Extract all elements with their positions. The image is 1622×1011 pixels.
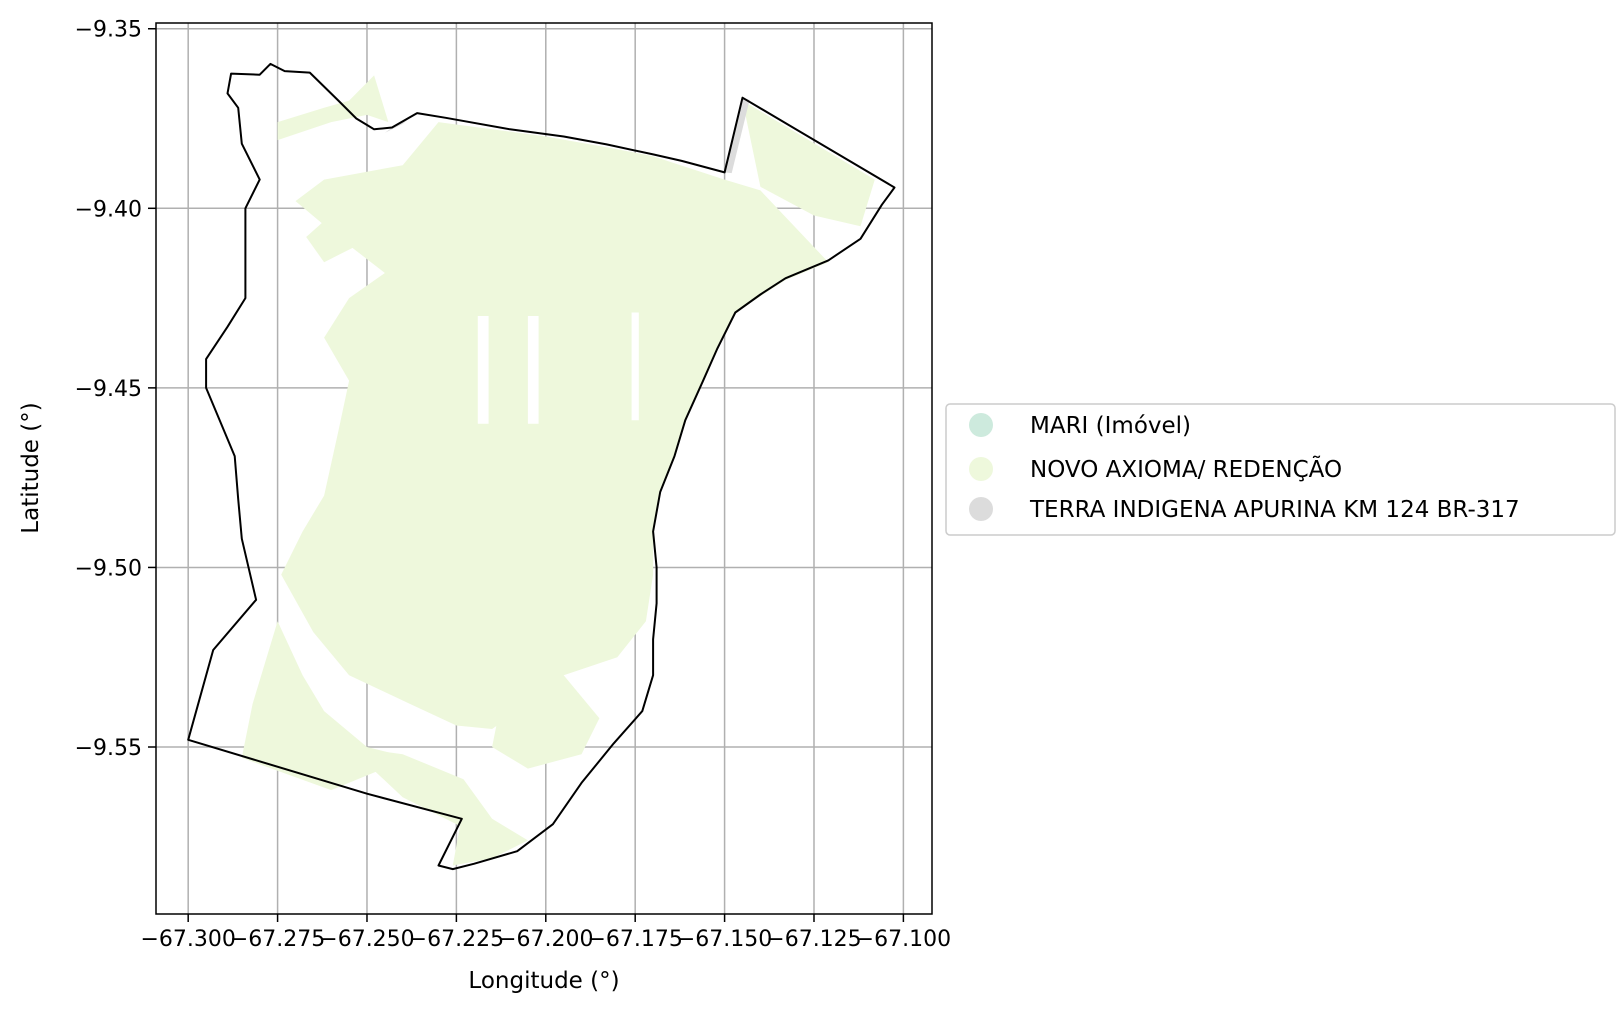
x-tick-label: −67.100 — [856, 927, 951, 952]
legend: MARI (Imóvel) NOVO AXIOMA/ REDENÇÃO TERR… — [945, 403, 1616, 536]
novo-axioma-area — [349, 747, 528, 866]
novo-axioma-area — [241, 621, 410, 791]
plot-frame — [155, 22, 933, 915]
legend-label-terra-indigena: TERRA INDIGENA APURINA KM 124 BR-317 — [1029, 497, 1520, 523]
novo-axioma-gap — [477, 316, 489, 424]
y-tick-label: −9.35 — [75, 18, 142, 43]
legend-label-mari: MARI (Imóvel) — [1030, 413, 1191, 439]
novo-axioma-gap — [631, 312, 639, 421]
x-axis-label: Longitude (°) — [468, 968, 619, 994]
y-axis-label: Latitude (°) — [18, 402, 44, 533]
x-tick-label: −67.250 — [319, 927, 414, 952]
novo-axioma-area — [306, 208, 360, 263]
legend-marker-terra-indigena — [969, 497, 993, 521]
x-tick-label: −67.200 — [498, 927, 593, 952]
legend-marker-mari — [969, 413, 993, 437]
novo-axioma-area — [277, 75, 389, 141]
y-tick-label: −9.55 — [75, 736, 142, 761]
y-tick-label: −9.50 — [75, 556, 142, 581]
legend-label-novo-axioma: NOVO AXIOMA/ REDENÇÃO — [1030, 455, 1342, 483]
terra-indigena-area — [724, 97, 750, 174]
x-tick-label: −67.225 — [409, 927, 504, 952]
x-tick-label: −67.275 — [230, 927, 325, 952]
x-tick-label: −67.300 — [140, 927, 235, 952]
y-tick-label: −9.45 — [75, 377, 142, 402]
x-axis-ticks: −67.300−67.275−67.250−67.225−67.200−67.1… — [140, 914, 951, 952]
y-tick-label: −9.40 — [75, 197, 142, 222]
legend-frame — [945, 403, 1616, 536]
novo-axioma-gaps — [477, 312, 639, 424]
property-boundary — [187, 62, 896, 871]
novo-axioma-gap — [527, 316, 539, 424]
novo-axioma-polygons — [241, 75, 875, 866]
x-tick-label: −67.175 — [587, 927, 682, 952]
x-tick-label: −67.150 — [677, 927, 772, 952]
x-tick-label: −67.125 — [766, 927, 861, 952]
legend-marker-novo-axioma — [969, 457, 993, 481]
novo-axioma-area — [281, 122, 829, 730]
novo-axioma-area — [742, 100, 875, 227]
y-axis-ticks: −9.35 −9.40 −9.45 −9.50 −9.55 — [75, 18, 156, 761]
novo-axioma-area — [492, 657, 600, 769]
